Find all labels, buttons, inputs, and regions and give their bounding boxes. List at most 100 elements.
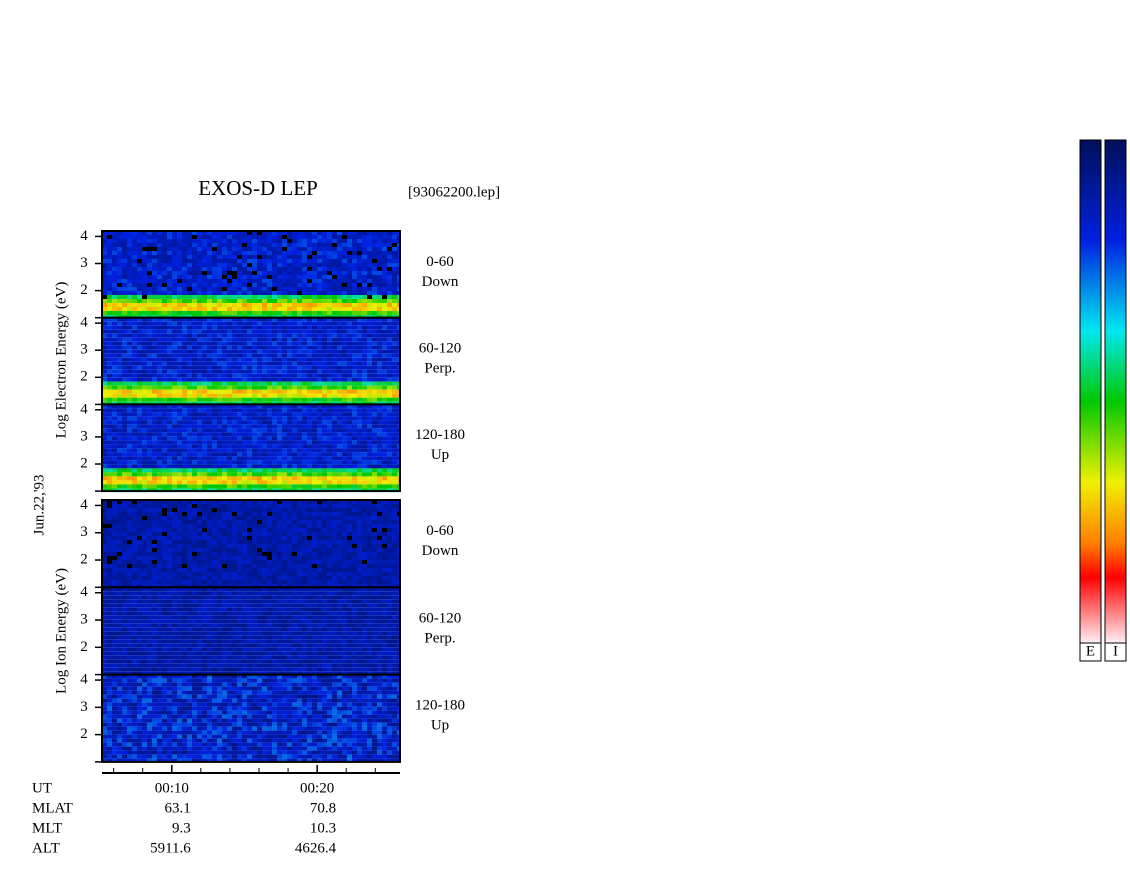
- spectrogram-cell: [117, 385, 122, 390]
- spectrogram-cell: [167, 247, 172, 251]
- spectrogram-cell: [267, 432, 272, 437]
- spectrogram-cell: [112, 299, 117, 303]
- spectrogram-cell: [337, 432, 342, 437]
- spectrogram-cell: [347, 412, 352, 417]
- spectrogram-cell: [237, 283, 242, 287]
- spectrogram-cell: [187, 560, 192, 564]
- spectrogram-cell: [187, 464, 192, 469]
- spectrogram-cell: [367, 295, 372, 299]
- spectrogram-cell: [102, 468, 107, 473]
- spectrogram-cell: [217, 456, 222, 461]
- spectrogram-cell: [377, 317, 382, 322]
- spectrogram-cell: [107, 235, 112, 239]
- spectrogram-cell: [382, 397, 387, 402]
- spectrogram-cell: [147, 389, 152, 394]
- spectrogram-cell: [152, 259, 157, 263]
- spectrogram-cell: [167, 552, 172, 556]
- spectrogram-cell: [152, 444, 157, 449]
- spectrogram-cell: [362, 500, 367, 504]
- spectrogram-cell: [222, 381, 227, 386]
- spectrogram-cell: [327, 436, 332, 441]
- spectrogram-cell: [217, 500, 222, 504]
- spectrogram-cell: [237, 488, 242, 492]
- spectrogram-cell: [362, 349, 367, 354]
- spectrogram-cell: [307, 329, 312, 334]
- spectrogram-cell: [362, 512, 367, 516]
- spectrogram-cell: [172, 500, 177, 504]
- spectrogram-cell: [382, 556, 387, 560]
- spectrogram-cell: [337, 315, 342, 318]
- spectrogram-cell: [277, 291, 282, 295]
- spectrogram-cell: [202, 460, 207, 465]
- spectrogram-cell: [347, 560, 352, 564]
- spectrogram-cell: [322, 381, 327, 386]
- spectrogram-cell: [102, 259, 107, 263]
- spectrogram-cell: [307, 259, 312, 263]
- spectrogram-cell: [187, 424, 192, 429]
- spectrogram-cell: [267, 516, 272, 520]
- spectrogram-cell: [102, 412, 107, 417]
- spectrogram-cell: [287, 464, 292, 469]
- spectrogram-cell: [132, 532, 137, 536]
- spectrogram-cell: [122, 303, 127, 307]
- spectrogram-cell: [137, 404, 142, 409]
- spectrogram-cell: [242, 520, 247, 524]
- spectrogram-cell: [172, 452, 177, 457]
- spectrogram-cell: [102, 420, 107, 425]
- spectrogram-cell: [282, 385, 287, 390]
- spectrogram-cell: [357, 508, 362, 512]
- spectrogram-cell: [342, 365, 347, 370]
- spectrogram-cell: [302, 436, 307, 441]
- spectrogram-cell: [107, 532, 112, 536]
- spectrogram-cell: [197, 279, 202, 283]
- spectrogram-cell: [292, 321, 297, 326]
- spectrogram-cell: [147, 317, 152, 322]
- spectrogram-cell: [227, 412, 232, 417]
- spectrogram-cell: [377, 440, 382, 445]
- spectrogram-cell: [252, 524, 257, 528]
- spectrogram-cell: [372, 488, 377, 492]
- spectrogram-cell: [182, 291, 187, 295]
- spectrogram-cell: [327, 548, 332, 552]
- spectrogram-cell: [152, 361, 157, 366]
- spectrogram-cell: [172, 444, 177, 449]
- spectrogram-cell: [122, 345, 127, 350]
- spectrogram-cell: [362, 329, 367, 334]
- spectrogram-cell: [252, 303, 257, 307]
- spectrogram-cell: [392, 504, 397, 508]
- spectrogram-cell: [192, 303, 197, 307]
- spectrogram-cell: [112, 325, 117, 330]
- spectrogram-cell: [332, 532, 337, 536]
- spectrogram-cell: [187, 401, 192, 405]
- spectrogram-cell: [387, 243, 392, 247]
- spectrogram-cell: [252, 484, 257, 489]
- spectrogram-cell: [312, 448, 317, 453]
- spectrogram-cell: [162, 524, 167, 528]
- spectrogram-cell: [222, 500, 227, 504]
- spectrogram-cell: [127, 556, 132, 560]
- spectrogram-cell: [362, 528, 367, 532]
- spectrogram-cell: [167, 524, 172, 528]
- spectrogram-cell: [382, 295, 387, 299]
- spectrogram-cell: [182, 385, 187, 390]
- spectrogram-cell: [232, 263, 237, 267]
- spectrogram-cell: [207, 243, 212, 247]
- spectrogram-cell: [332, 408, 337, 413]
- spectrogram-cell: [352, 432, 357, 437]
- spectrogram-cell: [152, 341, 157, 346]
- spectrogram-cell: [192, 516, 197, 520]
- spectrogram-cell: [277, 460, 282, 465]
- spectrogram-cell: [307, 520, 312, 524]
- spectrogram-cell: [162, 540, 167, 544]
- spectrogram-cell: [117, 341, 122, 346]
- spectrogram-cell: [362, 448, 367, 453]
- spectrogram-cell: [147, 321, 152, 326]
- spectrogram-cell: [262, 520, 267, 524]
- spectrogram-cell: [127, 365, 132, 370]
- spectrogram-cell: [142, 267, 147, 271]
- spectrogram-cell: [322, 263, 327, 267]
- spectrogram-cell: [347, 564, 352, 568]
- spectrogram-cell: [197, 444, 202, 449]
- spectrogram-cell: [352, 341, 357, 346]
- spectrogram-cell: [257, 259, 262, 263]
